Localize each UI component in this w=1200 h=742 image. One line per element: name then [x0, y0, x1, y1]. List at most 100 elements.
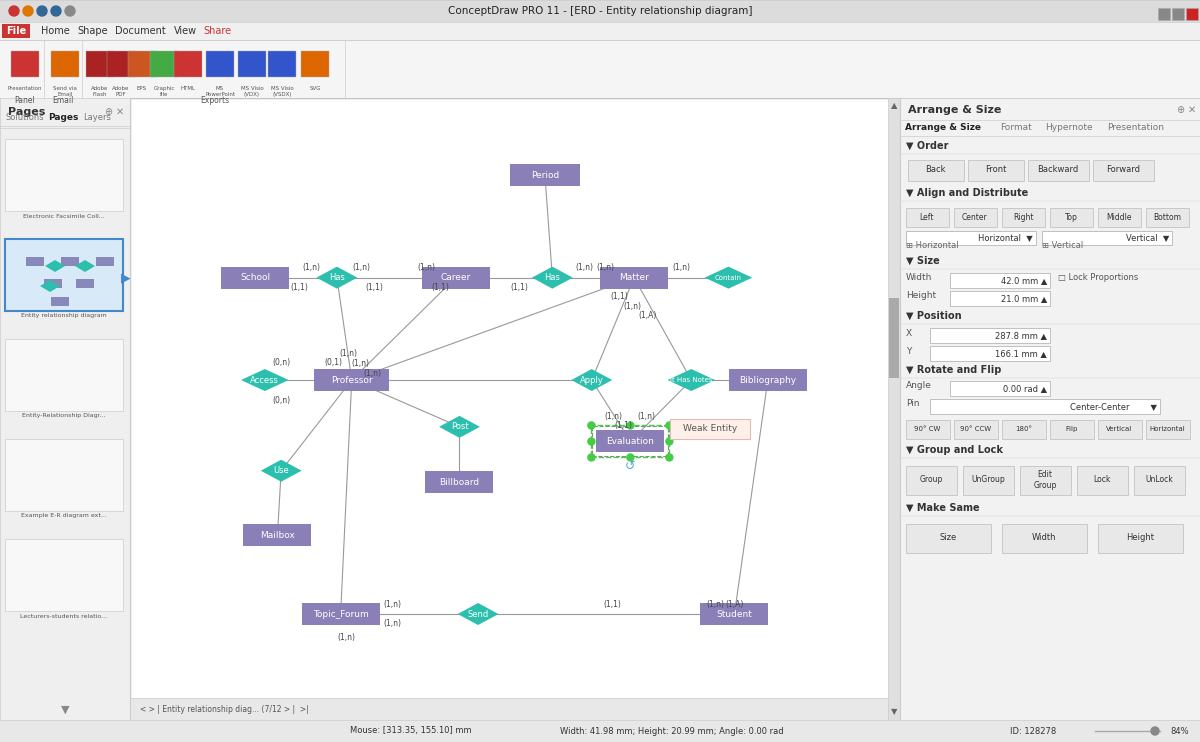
Text: 0.00 rad ▲: 0.00 rad ▲: [1003, 384, 1046, 393]
Text: Height: Height: [1126, 533, 1154, 542]
FancyBboxPatch shape: [421, 266, 490, 289]
Text: Center: Center: [962, 212, 988, 222]
Circle shape: [1151, 727, 1159, 735]
Circle shape: [37, 6, 47, 16]
Circle shape: [588, 454, 595, 461]
Circle shape: [626, 422, 634, 429]
FancyBboxPatch shape: [244, 524, 312, 546]
FancyBboxPatch shape: [950, 273, 1050, 288]
Text: ▼: ▼: [890, 708, 898, 717]
Text: ▼ Group and Lock: ▼ Group and Lock: [906, 445, 1003, 455]
Polygon shape: [457, 603, 498, 625]
Text: Home: Home: [41, 26, 70, 36]
Text: Share: Share: [203, 26, 232, 36]
FancyBboxPatch shape: [967, 160, 1024, 180]
Text: Layers: Layers: [83, 113, 110, 122]
Text: ▼ Order: ▼ Order: [906, 141, 948, 151]
Text: Center-Center        ▼: Center-Center ▼: [1070, 402, 1157, 411]
Circle shape: [666, 422, 673, 429]
FancyBboxPatch shape: [86, 51, 114, 77]
Text: Mailbox: Mailbox: [260, 531, 295, 539]
Circle shape: [10, 6, 19, 16]
Text: ID: 128278: ID: 128278: [1010, 726, 1056, 735]
Text: (1,n): (1,n): [364, 369, 382, 378]
Text: Width: Width: [1032, 533, 1056, 542]
Text: (1,n): (1,n): [384, 600, 402, 608]
Text: Top: Top: [1064, 212, 1078, 222]
FancyBboxPatch shape: [1076, 465, 1128, 494]
FancyBboxPatch shape: [1186, 8, 1198, 20]
Text: Topic_Forum: Topic_Forum: [313, 609, 368, 619]
Text: Has: Has: [545, 273, 560, 282]
FancyBboxPatch shape: [314, 369, 389, 391]
Text: □ Lock Proportions: □ Lock Proportions: [1058, 274, 1139, 283]
FancyBboxPatch shape: [238, 51, 266, 77]
Text: EPS: EPS: [137, 86, 148, 91]
Text: Height: Height: [906, 292, 936, 301]
Text: (1,n): (1,n): [353, 263, 371, 272]
FancyBboxPatch shape: [701, 603, 768, 625]
Text: ▼ Position: ▼ Position: [906, 311, 961, 321]
FancyBboxPatch shape: [130, 698, 888, 720]
Text: ⊕: ⊕: [104, 107, 112, 117]
Text: 287.8 mm ▲: 287.8 mm ▲: [995, 331, 1046, 340]
Text: Bottom: Bottom: [1153, 212, 1181, 222]
Polygon shape: [317, 266, 358, 289]
Text: Flip: Flip: [1066, 426, 1078, 432]
Text: MS Visio
(VDX): MS Visio (VDX): [241, 86, 263, 96]
FancyBboxPatch shape: [1002, 208, 1044, 226]
Text: View: View: [174, 26, 197, 36]
Text: Email: Email: [53, 96, 73, 105]
FancyBboxPatch shape: [1002, 524, 1086, 553]
FancyBboxPatch shape: [128, 51, 156, 77]
Text: Weak Entity: Weak Entity: [683, 424, 737, 433]
FancyBboxPatch shape: [107, 51, 134, 77]
FancyBboxPatch shape: [26, 257, 44, 266]
Text: Forward: Forward: [1106, 165, 1140, 174]
Polygon shape: [74, 260, 95, 272]
FancyBboxPatch shape: [1172, 8, 1184, 20]
FancyBboxPatch shape: [889, 298, 899, 378]
FancyBboxPatch shape: [426, 471, 493, 493]
Text: Pin: Pin: [906, 399, 919, 409]
FancyBboxPatch shape: [906, 208, 948, 226]
Text: Angle: Angle: [906, 381, 932, 390]
FancyBboxPatch shape: [906, 419, 949, 439]
Text: Arrange & Size: Arrange & Size: [908, 105, 1001, 115]
FancyBboxPatch shape: [96, 257, 114, 266]
Text: 84%: 84%: [1170, 726, 1189, 735]
Polygon shape: [667, 369, 715, 391]
Text: Format: Format: [1000, 123, 1032, 133]
Text: It Has Notes: It Has Notes: [670, 377, 713, 383]
Text: Vertical: Vertical: [1106, 426, 1133, 432]
Text: (1,1): (1,1): [510, 283, 528, 292]
FancyBboxPatch shape: [0, 720, 1200, 742]
FancyBboxPatch shape: [930, 346, 1050, 361]
FancyBboxPatch shape: [0, 0, 1200, 22]
Text: Electronic Facsimile Coll...: Electronic Facsimile Coll...: [23, 214, 104, 218]
FancyBboxPatch shape: [50, 51, 79, 77]
FancyBboxPatch shape: [1050, 208, 1092, 226]
Text: (1,n): (1,n): [384, 620, 402, 628]
Text: (1,n): (1,n): [707, 600, 725, 608]
Text: (1,n): (1,n): [302, 263, 320, 272]
Text: ⊞ Vertical: ⊞ Vertical: [1042, 241, 1084, 251]
Text: (1,1): (1,1): [614, 421, 632, 430]
Text: (1,1): (1,1): [365, 283, 383, 292]
FancyBboxPatch shape: [1098, 208, 1140, 226]
FancyBboxPatch shape: [5, 139, 124, 211]
FancyBboxPatch shape: [600, 266, 668, 289]
Text: Edit
Group: Edit Group: [1033, 470, 1057, 490]
Text: Apply: Apply: [580, 375, 604, 384]
Text: Document: Document: [115, 26, 166, 36]
Text: Panel: Panel: [14, 96, 35, 105]
Text: ▲: ▲: [890, 102, 898, 111]
Text: Student: Student: [716, 609, 752, 619]
FancyBboxPatch shape: [907, 160, 964, 180]
Text: (0,n): (0,n): [272, 358, 290, 367]
Text: UnGroup: UnGroup: [971, 476, 1004, 485]
FancyBboxPatch shape: [1134, 465, 1184, 494]
Text: 180°: 180°: [1015, 426, 1032, 432]
Text: ConceptDraw PRO 11 - [ERD - Entity relationship diagram]: ConceptDraw PRO 11 - [ERD - Entity relat…: [448, 6, 752, 16]
FancyBboxPatch shape: [5, 539, 124, 611]
